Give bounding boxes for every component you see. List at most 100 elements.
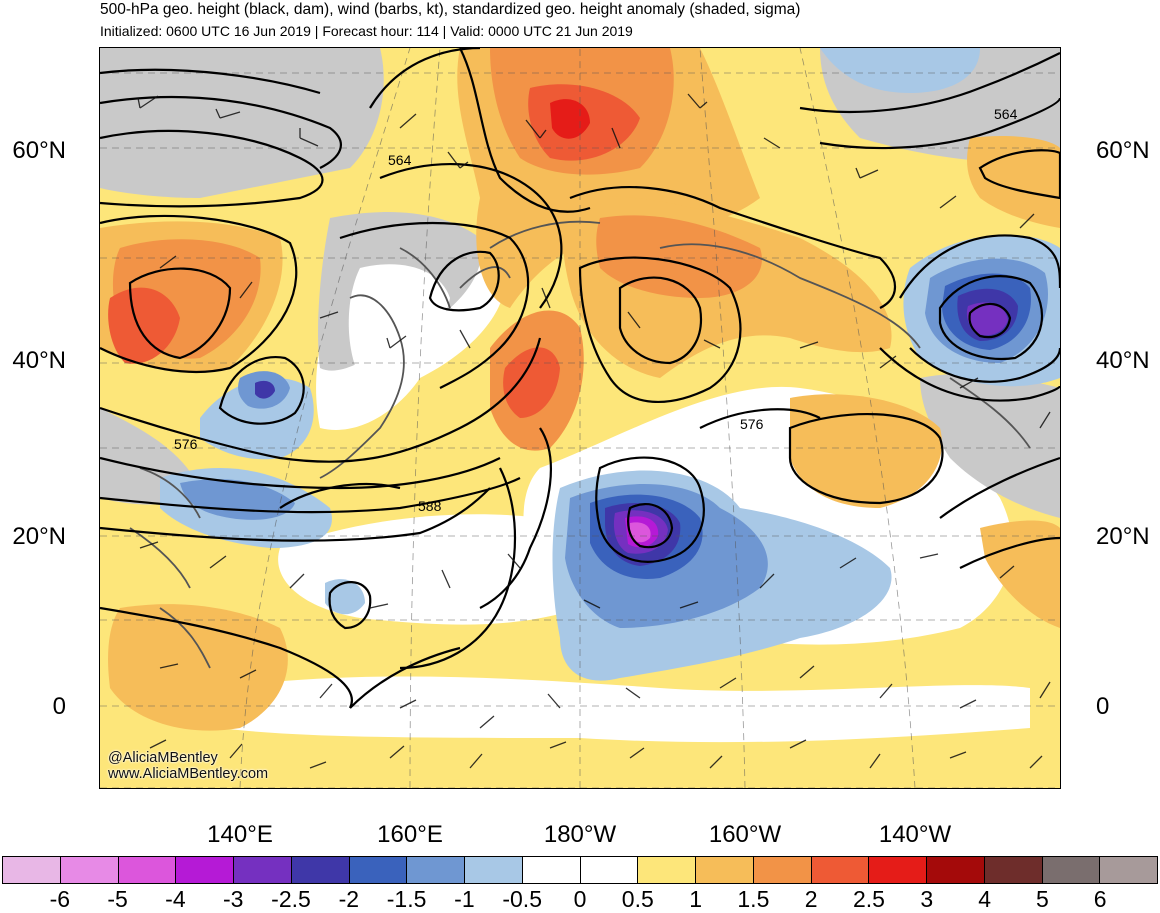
colorbar-swatch xyxy=(522,857,581,883)
colorbar-tick-label: -2.5 xyxy=(271,886,311,912)
height-contour xyxy=(100,68,321,95)
colorbar-swatch xyxy=(291,857,350,883)
map-title: 500-hPa geo. height (black, dam), wind (… xyxy=(100,1,801,18)
anomaly-blue-region xyxy=(820,48,980,93)
colorbar-tick-label: 1 xyxy=(689,886,702,912)
height-contour xyxy=(819,97,1060,150)
map-subtitle: Initialized: 0600 UTC 16 Jun 2019 | Fore… xyxy=(100,23,633,39)
height-contours xyxy=(100,48,1060,709)
anomaly-gray-region xyxy=(920,373,1060,518)
height-contour xyxy=(128,267,232,360)
colorbar-tick-label: 0 xyxy=(573,886,587,912)
height-contour xyxy=(578,256,742,404)
height-contour xyxy=(879,347,1060,402)
height-contour xyxy=(569,185,896,309)
lat-label-60n-left: 60°N xyxy=(12,137,66,164)
anomaly-blue-region xyxy=(180,479,295,520)
colorbar-tick-label: -6 xyxy=(49,886,71,912)
anomaly-blue-region xyxy=(630,522,651,543)
colorbar-tick-label: -1.5 xyxy=(386,886,427,912)
height-contour xyxy=(595,456,705,563)
colorbar-swatch xyxy=(638,857,696,883)
colorbar-swatch xyxy=(1100,857,1157,883)
anomaly-red-region xyxy=(108,287,180,364)
lat-label-20n-left: 20°N xyxy=(12,523,66,550)
anomaly-orange-region xyxy=(596,215,762,298)
graticule xyxy=(239,48,916,788)
lat-label-60n-right: 60°N xyxy=(1096,137,1150,164)
colorbar-tick-label: 0.5 xyxy=(621,886,654,912)
lat-label-40n-right: 40°N xyxy=(1096,347,1150,374)
lat-label-0-right: 0 xyxy=(1096,693,1110,720)
lon-label-160e: 160°E xyxy=(377,821,443,848)
colorbar-swatch xyxy=(176,857,234,883)
colorbar-tick-label: -3 xyxy=(222,886,244,912)
colorbar-swatch xyxy=(869,857,927,883)
colorbar-swatch xyxy=(753,857,812,883)
colorbar-swatch xyxy=(811,857,870,883)
colorbar-tick-label: 6 xyxy=(1093,886,1107,912)
credit-handle: @AliciaMBentley xyxy=(108,750,218,766)
anomaly-red-region xyxy=(550,99,590,139)
anomaly-white-region xyxy=(348,264,450,378)
lon-label-140e: 140°E xyxy=(207,821,273,848)
colorbar-swatch xyxy=(407,857,465,883)
height-contour xyxy=(100,129,324,208)
colorbar-tick-label: -5 xyxy=(107,886,128,912)
height-contour xyxy=(627,503,674,549)
colorbar-swatch xyxy=(984,857,1043,883)
anomaly-blue-region xyxy=(255,380,275,399)
height-contour xyxy=(100,606,353,709)
colorbar-tick-label: 2.5 xyxy=(853,886,885,912)
height-contour xyxy=(899,234,1060,299)
lon-label-180w: 180°W xyxy=(543,821,617,848)
colorbar-swatch xyxy=(3,857,61,883)
anomaly-gray-region xyxy=(100,48,384,198)
lat-label-0-left: 0 xyxy=(52,693,66,720)
anomaly-orange-region xyxy=(967,136,1060,228)
colorbar-swatch xyxy=(696,857,754,883)
height-contour xyxy=(799,52,1060,114)
height-contour xyxy=(100,95,342,169)
coastline xyxy=(129,220,1031,669)
map-panel: 564 564 576 576 588 @AliciaMBentley www.… xyxy=(99,47,1061,789)
anomaly-white-region xyxy=(220,676,1030,743)
height-contour xyxy=(699,408,821,429)
height-contour xyxy=(339,221,530,389)
colorbar-tick-label: 4 xyxy=(978,886,991,912)
colorbar-tick-label: -4 xyxy=(165,886,186,912)
colorbar-tick-label: -2 xyxy=(338,886,360,912)
contour-label: 576 xyxy=(740,416,764,432)
colorbar-tick-label: 1.5 xyxy=(737,886,770,912)
colorbar-swatch xyxy=(465,857,523,883)
colorbar-swatch xyxy=(927,857,985,883)
height-contour xyxy=(399,467,517,670)
height-contour xyxy=(100,337,542,463)
contour-label: 564 xyxy=(388,152,412,168)
contour-label: 576 xyxy=(174,436,198,452)
height-contour xyxy=(279,482,401,509)
height-contour xyxy=(938,275,1044,361)
colorbar-swatch xyxy=(118,857,177,883)
height-contour xyxy=(369,48,481,109)
colorbar-tick-label: 2 xyxy=(804,886,818,912)
colorbar-tick-label: 3 xyxy=(920,886,934,912)
anomaly-blue-region xyxy=(200,378,314,460)
height-contour xyxy=(479,427,552,609)
height-contour xyxy=(939,456,1060,519)
height-contour xyxy=(379,162,563,309)
anomaly-orange-region xyxy=(790,394,942,508)
colorbar-tick-label: 5 xyxy=(1035,886,1049,912)
height-contour xyxy=(978,149,1060,200)
colorbar-tick-label: -0.5 xyxy=(502,886,542,912)
contour-label: 564 xyxy=(994,106,1018,122)
anomaly-orange-region xyxy=(980,520,1060,628)
height-contour xyxy=(349,646,461,709)
lat-label-40n-left: 40°N xyxy=(12,347,66,374)
anomaly-red-region xyxy=(503,347,560,418)
credit-url: www.AliciaMBentley.com xyxy=(108,766,269,782)
height-contour xyxy=(968,302,1012,339)
height-contour xyxy=(100,214,298,374)
lon-label-160w: 160°W xyxy=(708,821,782,848)
lat-label-20n-right: 20°N xyxy=(1096,523,1150,550)
